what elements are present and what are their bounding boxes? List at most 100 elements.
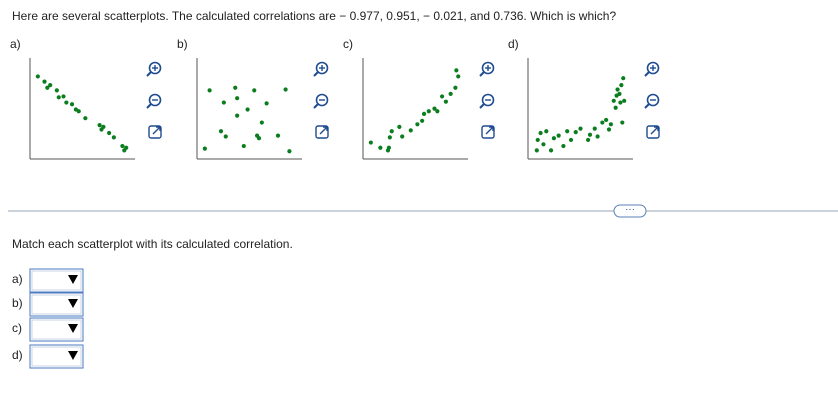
point — [535, 137, 540, 143]
expand-arrow — [152, 126, 161, 135]
instruction: Match each scatterplot with its calculat… — [12, 237, 293, 251]
question: Here are several scatterplots. The calcu… — [12, 9, 616, 23]
point — [397, 124, 402, 129]
point — [275, 133, 281, 138]
plot-label: c) — [343, 37, 353, 51]
answer-label: a) — [12, 272, 23, 286]
point — [389, 129, 394, 134]
point — [107, 130, 112, 136]
point — [264, 101, 269, 106]
point — [618, 100, 623, 105]
point — [256, 136, 262, 141]
point — [565, 129, 570, 134]
zoom-handle — [313, 103, 319, 109]
point — [568, 137, 574, 143]
point — [551, 136, 557, 141]
point — [592, 126, 597, 131]
point — [587, 132, 593, 137]
point — [223, 134, 228, 139]
dropdown-arrow — [68, 299, 78, 308]
point — [235, 96, 240, 101]
point — [69, 102, 75, 107]
answer-label: c) — [12, 321, 22, 335]
point — [611, 98, 616, 103]
point — [456, 74, 461, 79]
point — [573, 130, 578, 135]
point — [606, 127, 612, 132]
point — [218, 129, 224, 134]
point — [556, 133, 561, 138]
more-button[interactable] — [613, 204, 647, 218]
point — [245, 107, 250, 112]
point — [76, 109, 81, 114]
point — [97, 123, 102, 128]
dropdown-arrow — [68, 275, 78, 284]
point — [221, 100, 226, 105]
point — [241, 143, 246, 149]
point — [586, 137, 591, 143]
zoom-handle — [479, 71, 485, 77]
point — [435, 109, 440, 114]
point — [608, 122, 614, 127]
point — [595, 134, 600, 139]
point — [42, 79, 47, 84]
point — [124, 145, 129, 150]
answer-label: d) — [12, 348, 23, 362]
point — [622, 98, 627, 103]
point — [619, 83, 624, 88]
point — [443, 99, 448, 104]
point — [56, 95, 61, 100]
point — [615, 87, 620, 92]
point — [544, 129, 549, 134]
point — [111, 135, 116, 140]
more-dots: ⋯ — [625, 205, 635, 216]
plot-label: b) — [177, 37, 188, 51]
point — [287, 149, 292, 154]
point — [235, 113, 240, 118]
dropdown-arrow — [68, 351, 78, 360]
plot-label: d) — [508, 37, 519, 51]
plot-label: a) — [10, 37, 21, 51]
point — [387, 135, 392, 140]
point — [561, 143, 566, 149]
point — [202, 146, 207, 151]
point — [421, 111, 427, 116]
answer-label: b) — [12, 296, 23, 310]
point — [453, 85, 458, 90]
point — [617, 91, 622, 96]
point — [604, 117, 609, 123]
zoom-handle — [644, 71, 650, 77]
point — [61, 94, 66, 99]
point — [534, 148, 539, 153]
point — [600, 120, 605, 125]
point — [448, 91, 453, 96]
point — [432, 106, 437, 111]
point — [207, 88, 212, 93]
point — [368, 140, 373, 145]
point — [613, 105, 618, 110]
point — [378, 145, 383, 150]
point — [426, 109, 431, 114]
point — [35, 74, 40, 79]
point — [408, 128, 413, 133]
point — [621, 76, 626, 81]
expand-arrow — [650, 126, 659, 135]
zoom-handle — [146, 103, 152, 109]
zoom-handle — [313, 71, 319, 77]
point — [283, 87, 288, 92]
point — [578, 126, 583, 131]
point — [64, 100, 69, 105]
zoom-handle — [146, 71, 152, 77]
zoom-handle — [479, 103, 485, 109]
point — [440, 94, 445, 99]
zoom-handle — [644, 103, 650, 109]
point — [83, 116, 88, 121]
point — [400, 134, 405, 139]
point — [45, 85, 50, 90]
point — [415, 122, 420, 127]
point — [538, 130, 543, 136]
point — [548, 148, 554, 153]
point — [54, 88, 59, 93]
